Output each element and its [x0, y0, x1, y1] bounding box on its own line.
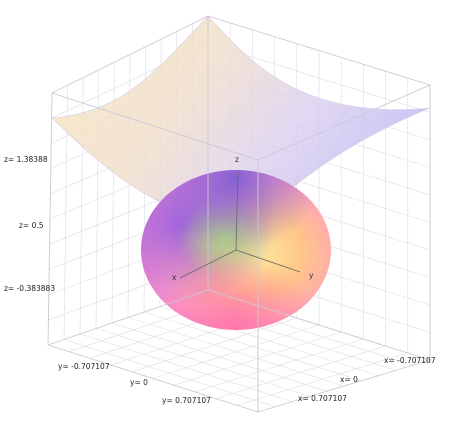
box-edge: [207, 15, 431, 86]
x-tick-label: x= 0.707107: [298, 394, 347, 403]
grid-line: [143, 311, 362, 382]
box-edge: [51, 92, 259, 161]
box-edge: [51, 15, 209, 94]
z-tick-label: z= 0.5: [19, 221, 44, 230]
y-tick-label: y= 0: [130, 378, 148, 387]
x-tick-label: x= 0: [340, 375, 358, 384]
box-edge: [47, 344, 259, 413]
box-edge: [257, 84, 431, 161]
x-axis-label: x: [172, 273, 177, 282]
z-axis-line: [235, 171, 239, 251]
z-tick-label: z= 1.38388: [4, 155, 48, 164]
box-edge: [47, 92, 53, 346]
y-axis-line: [235, 249, 301, 273]
z-tick-label: z= -0.383883: [4, 284, 55, 293]
x-axis-line: [179, 249, 237, 279]
bounding-box: [47, 15, 431, 413]
y-axis-label: y: [309, 271, 314, 280]
y-tick-label: y= -0.707107: [58, 362, 110, 371]
z-axis-label: z: [235, 155, 239, 164]
grid-line: [152, 324, 320, 379]
grid-line: [236, 352, 408, 406]
box-edge: [257, 359, 431, 413]
inner-axes: [179, 171, 301, 279]
box-edge: [47, 289, 209, 346]
grid-line: [194, 338, 364, 393]
y-tick-label: y= 0.707107: [162, 396, 211, 405]
grid-line: [215, 345, 386, 399]
x-tick-label: x= -0.707107: [384, 356, 436, 365]
box-edge: [207, 289, 431, 361]
